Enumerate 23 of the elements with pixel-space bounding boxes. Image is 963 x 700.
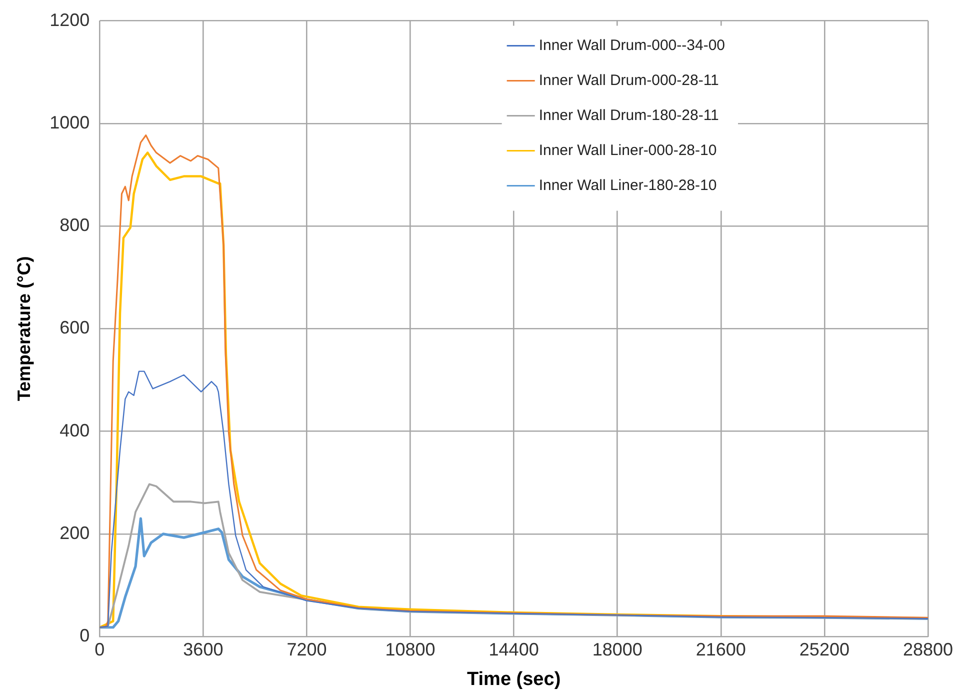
x-tick-label: 10800 [385, 639, 436, 660]
x-tick-label: 21600 [696, 639, 746, 660]
x-tick-label: 25200 [799, 639, 850, 660]
x-tick-label: 18000 [592, 639, 642, 660]
y-tick-label: 1000 [50, 112, 90, 132]
y-tick-label: 400 [60, 420, 90, 440]
x-axis-title: Time (sec) [467, 668, 561, 690]
y-axis-title: Temperature (°C) [14, 256, 34, 402]
legend-label: Inner Wall Drum-180-28-11 [538, 106, 719, 124]
y-tick-label: 0 [80, 626, 90, 646]
x-tick-label: 28800 [902, 639, 954, 660]
x-tick-label: 3600 [183, 639, 224, 660]
x-tick-label: 0 [94, 639, 105, 660]
y-tick-label: 800 [60, 215, 90, 236]
legend-label: Inner Wall Liner-000-28-10 [538, 142, 717, 159]
legend-label: Inner Wall Drum-000--34-00 [538, 36, 726, 54]
y-tick-label: 200 [60, 522, 90, 543]
x-tick-label: 14400 [488, 639, 539, 660]
x-tick-label: 7200 [286, 639, 327, 660]
y-tick-label: 600 [60, 318, 90, 338]
legend-label: Inner Wall Liner-180-28-10 [538, 176, 717, 194]
legend-label: Inner Wall Drum-000-28-11 [538, 72, 719, 89]
y-tick-label: 1200 [50, 10, 90, 30]
